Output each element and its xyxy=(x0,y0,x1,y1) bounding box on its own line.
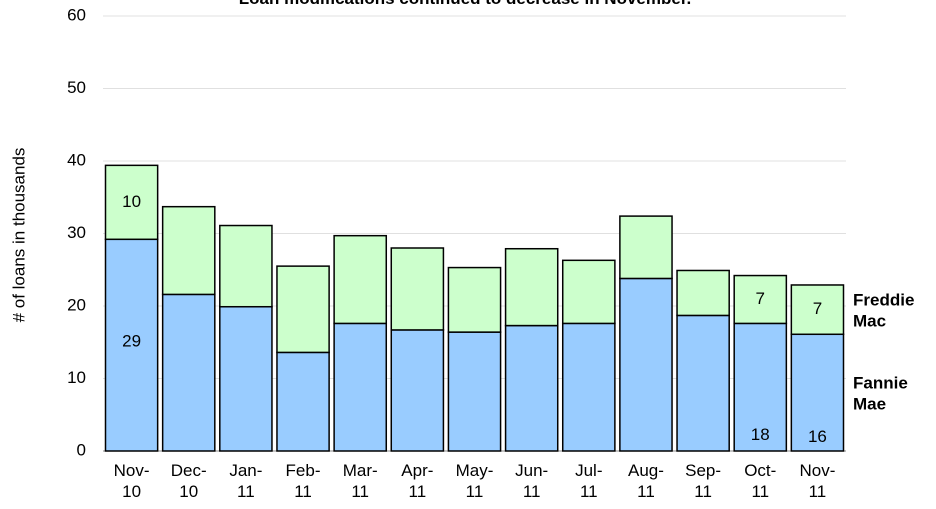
y-tick-label: 50 xyxy=(67,78,86,97)
data-label: 16 xyxy=(808,427,827,446)
x-tick-label-line: 10 xyxy=(122,482,141,501)
x-tick-label-line: Jul- xyxy=(575,461,602,480)
x-tick-label: Jun- 11 xyxy=(515,461,548,501)
x-tick-label-line: Jan- xyxy=(229,461,262,480)
legend-label-line: Fannie xyxy=(853,374,908,393)
x-tick-label-line: Dec- xyxy=(171,461,207,480)
bar-segment xyxy=(219,224,273,308)
legend-label-line: Freddie xyxy=(853,291,914,310)
legend-label: Freddie Mac xyxy=(853,291,914,331)
bar-segment xyxy=(390,329,445,452)
data-label: 29 xyxy=(122,332,141,351)
x-tick-label: May- 11 xyxy=(456,461,494,501)
x-tick-label-line: 11 xyxy=(294,482,312,501)
bar-segment xyxy=(104,238,159,452)
bar-segment xyxy=(619,277,673,452)
bar-segment xyxy=(790,333,845,452)
bar-segment xyxy=(161,205,216,296)
x-tick-label: Sep- 11 xyxy=(685,461,721,501)
x-tick-label-line: 10 xyxy=(179,482,198,501)
x-tick-label-line: Nov- xyxy=(114,461,150,480)
y-tick-label: 20 xyxy=(67,295,86,314)
x-tick-label: Dec- 10 xyxy=(171,461,207,501)
y-axis-label: # of loans in thousands xyxy=(9,148,28,323)
legend-label: Fannie Mae xyxy=(853,374,908,414)
x-tick-label-line: Nov- xyxy=(799,461,835,480)
bar-segment xyxy=(676,314,730,452)
legend-label-line: Mac xyxy=(853,312,886,331)
bar-segment xyxy=(161,293,216,452)
bar-segment xyxy=(333,234,388,325)
bar-segment xyxy=(733,322,788,452)
legend-label-line: Mae xyxy=(853,395,886,414)
x-tick-label-line: 11 xyxy=(523,482,541,501)
x-tick-label-line: 11 xyxy=(351,482,369,501)
chart-title: Loan modifications continued to decrease… xyxy=(239,0,691,8)
x-tick-label-line: 11 xyxy=(237,482,255,501)
x-tick-label-line: Jun- xyxy=(515,461,548,480)
bar-segment xyxy=(447,331,502,452)
x-tick-label: Jan- 11 xyxy=(229,461,262,501)
y-tick-label: 40 xyxy=(67,150,86,169)
x-tick-label-line: Feb- xyxy=(286,461,321,480)
x-tick-label-line: 11 xyxy=(809,482,827,501)
x-tick-label: Jul- 11 xyxy=(575,461,602,501)
x-tick-label-line: Oct- xyxy=(744,461,776,480)
bar-segment xyxy=(390,247,445,331)
y-tick-label: 30 xyxy=(67,223,86,242)
bar-segment xyxy=(276,351,330,452)
bar-segment xyxy=(676,269,730,317)
y-tick-label: 10 xyxy=(67,368,86,387)
bar-segment xyxy=(619,215,673,280)
bar-segment xyxy=(790,284,845,336)
x-tick-label: Aug- 11 xyxy=(628,461,664,501)
x-tick-label: Nov- 10 xyxy=(114,461,150,501)
bar-segment xyxy=(561,259,616,325)
x-tick-label: Feb- 11 xyxy=(286,461,321,501)
x-tick-label-line: 11 xyxy=(751,482,769,501)
bar-segment xyxy=(561,322,616,452)
x-tick-label-line: 11 xyxy=(694,482,712,501)
x-tick-label-line: Mar- xyxy=(343,461,378,480)
x-tick-label-line: Sep- xyxy=(685,461,721,480)
x-tick-label-line: Apr- xyxy=(401,461,433,480)
x-tick-label-line: Aug- xyxy=(628,461,664,480)
bar-segment xyxy=(504,324,559,452)
bar-segment xyxy=(276,265,330,354)
x-tick-label: Mar- 11 xyxy=(343,461,378,501)
data-label: 10 xyxy=(122,192,141,211)
bar-segment xyxy=(219,305,273,452)
bar-segment xyxy=(447,266,502,333)
bar-segment xyxy=(333,322,388,452)
x-tick-label: Apr- 11 xyxy=(401,461,433,501)
y-tick-label: 0 xyxy=(77,440,86,459)
x-tick-label-line: 11 xyxy=(409,482,427,501)
data-label: 7 xyxy=(813,299,822,318)
x-tick-label-line: 11 xyxy=(637,482,655,501)
x-tick-label-line: 11 xyxy=(466,482,484,501)
x-tick-label-line: 11 xyxy=(580,482,598,501)
x-tick-label: Nov- 11 xyxy=(799,461,835,501)
bar-segment xyxy=(504,247,559,327)
bar-segment xyxy=(733,274,788,325)
x-tick-label: Oct- 11 xyxy=(744,461,776,501)
x-tick-label-line: May- xyxy=(456,461,494,480)
data-label: 7 xyxy=(756,289,765,308)
y-tick-label: 60 xyxy=(67,5,86,24)
bar-segment xyxy=(104,164,159,241)
data-label: 18 xyxy=(751,425,770,444)
